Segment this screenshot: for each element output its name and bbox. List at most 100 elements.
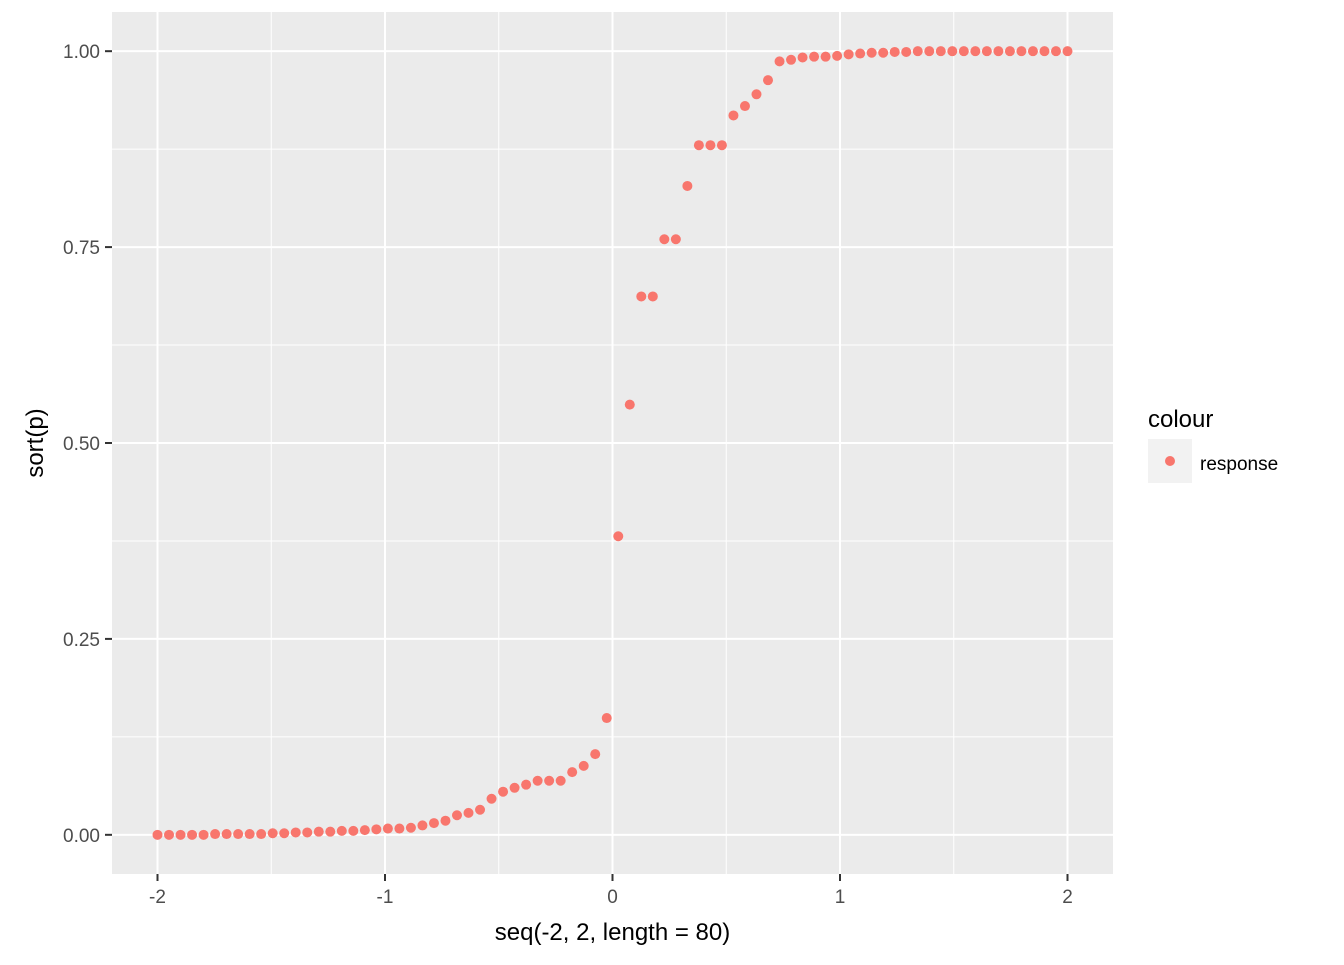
data-point: [1004, 46, 1015, 57]
data-point: [152, 829, 163, 840]
data-point: [1016, 46, 1027, 57]
data-point: [843, 49, 854, 60]
data-point: [878, 47, 889, 58]
data-point: [1027, 46, 1038, 57]
data-point: [325, 826, 336, 837]
data-point: [901, 46, 912, 57]
data-point: [267, 828, 278, 839]
data-point: [705, 140, 716, 151]
y-tick-label: 1.00: [63, 42, 100, 63]
data-point: [164, 829, 175, 840]
data-point: [509, 782, 520, 793]
data-point: [613, 531, 624, 542]
data-point: [912, 46, 923, 57]
y-tick-label: 0.25: [63, 630, 100, 651]
y-axis-title: sort(p): [22, 408, 49, 477]
data-point: [486, 793, 497, 804]
data-point: [475, 804, 486, 815]
data-point: [624, 399, 635, 410]
data-point: [947, 46, 958, 57]
data-point: [1039, 46, 1050, 57]
legend-label-response: response: [1200, 454, 1278, 475]
data-point: [670, 234, 681, 245]
data-point: [440, 815, 451, 826]
data-point: [797, 52, 808, 63]
data-points: [152, 46, 1073, 840]
data-point: [958, 46, 969, 57]
data-point: [394, 823, 405, 834]
data-point: [175, 829, 186, 840]
data-point: [405, 822, 416, 833]
data-point: [786, 54, 797, 65]
data-point: [590, 749, 601, 760]
data-point: [187, 829, 198, 840]
data-point: [371, 824, 382, 835]
data-point: [763, 75, 774, 86]
data-point: [659, 234, 670, 245]
data-point: [728, 110, 739, 121]
data-point: [382, 823, 393, 834]
data-point: [935, 46, 946, 57]
data-point: [244, 829, 255, 840]
y-tick-label: 0.00: [63, 826, 100, 847]
data-point: [463, 807, 474, 818]
data-point: [256, 829, 267, 840]
data-point: [498, 786, 509, 797]
data-point: [832, 50, 843, 61]
data-point: [555, 775, 566, 786]
data-point: [682, 180, 693, 191]
data-point: [567, 767, 578, 778]
data-point: [233, 829, 244, 840]
data-point: [359, 825, 370, 836]
data-point: [290, 827, 301, 838]
x-tick-label: -1: [377, 887, 394, 908]
data-point: [993, 46, 1004, 57]
legend-title: colour: [1148, 406, 1213, 433]
legend: colour response: [1148, 406, 1278, 483]
x-tick-label: 0: [607, 887, 618, 908]
data-point: [1062, 46, 1073, 57]
data-point: [348, 825, 359, 836]
data-point: [647, 291, 658, 302]
data-point: [716, 140, 727, 151]
data-point: [739, 101, 750, 112]
data-point: [889, 46, 900, 57]
x-axis-title: seq(-2, 2, length = 80): [495, 919, 730, 946]
data-point: [866, 47, 877, 58]
y-tick-label: 0.75: [63, 238, 100, 259]
data-point: [820, 51, 831, 62]
data-point: [601, 713, 612, 724]
legend-key-point: [1165, 456, 1175, 466]
x-tick-label: 2: [1062, 887, 1073, 908]
data-point: [451, 810, 462, 821]
data-point: [855, 48, 866, 59]
data-point: [428, 818, 439, 829]
data-point: [313, 826, 324, 837]
data-point: [774, 56, 785, 67]
data-point: [924, 46, 935, 57]
data-point: [532, 775, 543, 786]
x-axis: -2 -1 0 1 2: [149, 874, 1073, 908]
data-point: [302, 827, 313, 838]
y-axis: 0.00 0.25 0.50 0.75 1.00: [63, 42, 112, 847]
data-point: [809, 51, 820, 62]
data-point: [544, 775, 555, 786]
data-point: [578, 760, 589, 771]
major-grid: [112, 12, 1113, 874]
data-point: [221, 829, 232, 840]
data-point: [693, 140, 704, 151]
x-tick-label: -2: [149, 887, 166, 908]
x-tick-label: 1: [835, 887, 846, 908]
y-tick-label: 0.50: [63, 434, 100, 455]
data-point: [1050, 46, 1061, 57]
data-point: [981, 46, 992, 57]
data-point: [279, 828, 290, 839]
data-point: [636, 291, 647, 302]
data-point: [210, 829, 221, 840]
data-point: [198, 829, 209, 840]
data-point: [417, 820, 428, 831]
data-point: [336, 825, 347, 836]
data-point: [970, 46, 981, 57]
